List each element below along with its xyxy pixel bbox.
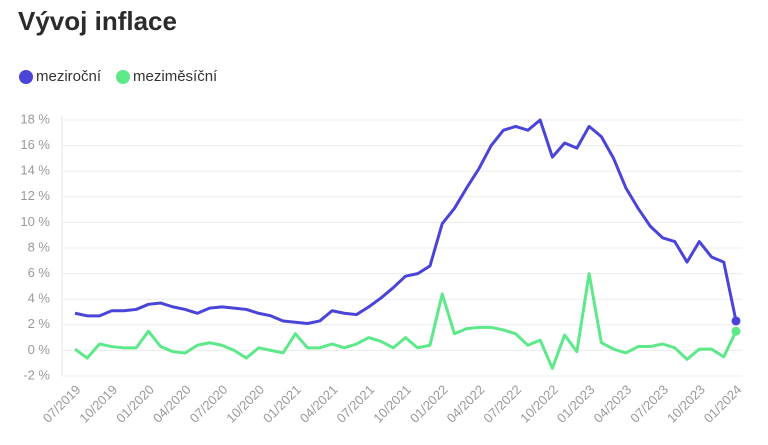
y-tick-label: 8 % bbox=[28, 239, 51, 254]
x-tick-label: 07/2019 bbox=[40, 382, 84, 426]
y-tick-label: 6 % bbox=[28, 265, 51, 280]
y-tick-label: 0 % bbox=[28, 342, 51, 357]
x-tick-label: 10/2021 bbox=[370, 382, 414, 426]
x-tick-label: 07/2020 bbox=[187, 382, 231, 426]
x-tick-label: 01/2021 bbox=[260, 382, 304, 426]
x-tick-label: 07/2022 bbox=[480, 382, 524, 426]
y-tick-label: -2 % bbox=[23, 367, 50, 382]
y-tick-label: 4 % bbox=[28, 291, 51, 306]
x-tick-label: 01/2023 bbox=[554, 382, 598, 426]
x-tick-label: 04/2020 bbox=[150, 382, 194, 426]
x-tick-label: 10/2019 bbox=[76, 382, 120, 426]
x-tick-label: 01/2022 bbox=[407, 382, 451, 426]
end-marker bbox=[731, 316, 741, 326]
legend-swatch bbox=[19, 70, 33, 84]
x-tick-label: 07/2023 bbox=[627, 382, 671, 426]
x-tick-label: 04/2022 bbox=[444, 382, 488, 426]
legend-label: meziměsíční bbox=[133, 68, 218, 85]
legend-swatch bbox=[116, 70, 131, 84]
x-tick-label: 10/2020 bbox=[223, 382, 267, 426]
y-tick-label: 2 % bbox=[28, 316, 51, 331]
chart-title: Vývoj inflace bbox=[18, 6, 177, 36]
x-tick-label: 04/2021 bbox=[297, 382, 341, 426]
y-tick-label: 12 % bbox=[20, 188, 50, 203]
x-tick-label: 01/2024 bbox=[701, 382, 745, 426]
series-line bbox=[74, 118, 738, 326]
x-tick-label: 01/2020 bbox=[113, 382, 157, 426]
x-tick-label: 07/2021 bbox=[333, 382, 377, 426]
y-tick-label: 10 % bbox=[20, 214, 50, 229]
x-tick-label: 10/2022 bbox=[517, 382, 561, 426]
legend-label: meziroční bbox=[36, 68, 102, 85]
end-marker bbox=[731, 326, 741, 336]
y-tick-label: 16 % bbox=[20, 137, 50, 152]
x-tick-label: 04/2023 bbox=[591, 382, 635, 426]
y-tick-label: 18 % bbox=[20, 111, 50, 126]
series-line bbox=[74, 272, 738, 370]
y-tick-label: 14 % bbox=[20, 163, 50, 178]
x-tick-label: 10/2023 bbox=[664, 382, 708, 426]
